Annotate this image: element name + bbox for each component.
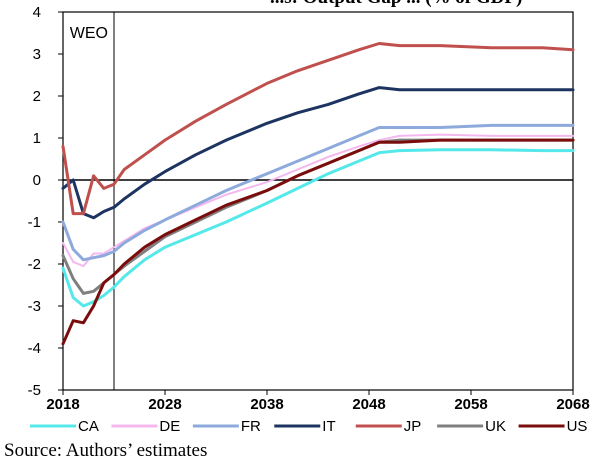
legend-label-de: DE: [159, 418, 180, 435]
series-line-us: [61, 138, 575, 346]
legend-label-fr: FR: [241, 418, 261, 435]
chart-title: ...s: Output Gap ... (% of GDP): [270, 0, 522, 8]
x-tick-label: 2028: [148, 396, 181, 413]
x-axis: 2018 2028 2038 2048 2058 2068: [46, 390, 590, 413]
plot-area: [62, 11, 574, 391]
y-axis: -5 -4 -3 -2 -1 0 1 2 3 4: [28, 4, 63, 399]
y-tick-label: -2: [28, 256, 41, 273]
y-tick-label: 4: [33, 4, 41, 21]
y-tick-label: 2: [33, 88, 41, 105]
y-tick-label: -1: [28, 214, 41, 231]
legend: CA DE FR IT JP UK US: [30, 418, 587, 435]
series-line-fr: [61, 123, 575, 262]
y-tick-label: 1: [33, 130, 41, 147]
series-line-it: [61, 86, 575, 220]
series-line-ca: [61, 148, 575, 308]
x-tick-label: 2018: [46, 396, 79, 413]
y-tick-label: 0: [33, 172, 41, 189]
legend-label-jp: JP: [404, 418, 422, 435]
y-tick-label: -3: [28, 298, 41, 315]
x-tick-label: 2058: [454, 396, 487, 413]
legend-label-us: US: [567, 418, 588, 435]
weo-label: WEO: [70, 25, 108, 42]
output-gap-chart: ...s: Output Gap ... (% of GDP) -5 -4 -3 -2…: [28, 0, 590, 435]
x-tick-label: 2038: [250, 396, 283, 413]
series-line-uk: [61, 138, 575, 295]
legend-label-ca: CA: [78, 418, 99, 435]
y-tick-label: -4: [28, 340, 41, 357]
series-line-de: [62, 133, 574, 268]
x-tick-label: 2048: [352, 396, 385, 413]
series-lines: [61, 42, 575, 346]
legend-label-uk: UK: [485, 418, 506, 435]
legend-label-it: IT: [322, 418, 335, 435]
x-tick-label: 2068: [556, 396, 589, 413]
y-tick-label: 3: [33, 46, 41, 63]
source-note: Source: Authors’ estimates: [4, 440, 208, 461]
y-tick-label: -5: [28, 382, 41, 399]
series-line-jp: [61, 42, 575, 216]
